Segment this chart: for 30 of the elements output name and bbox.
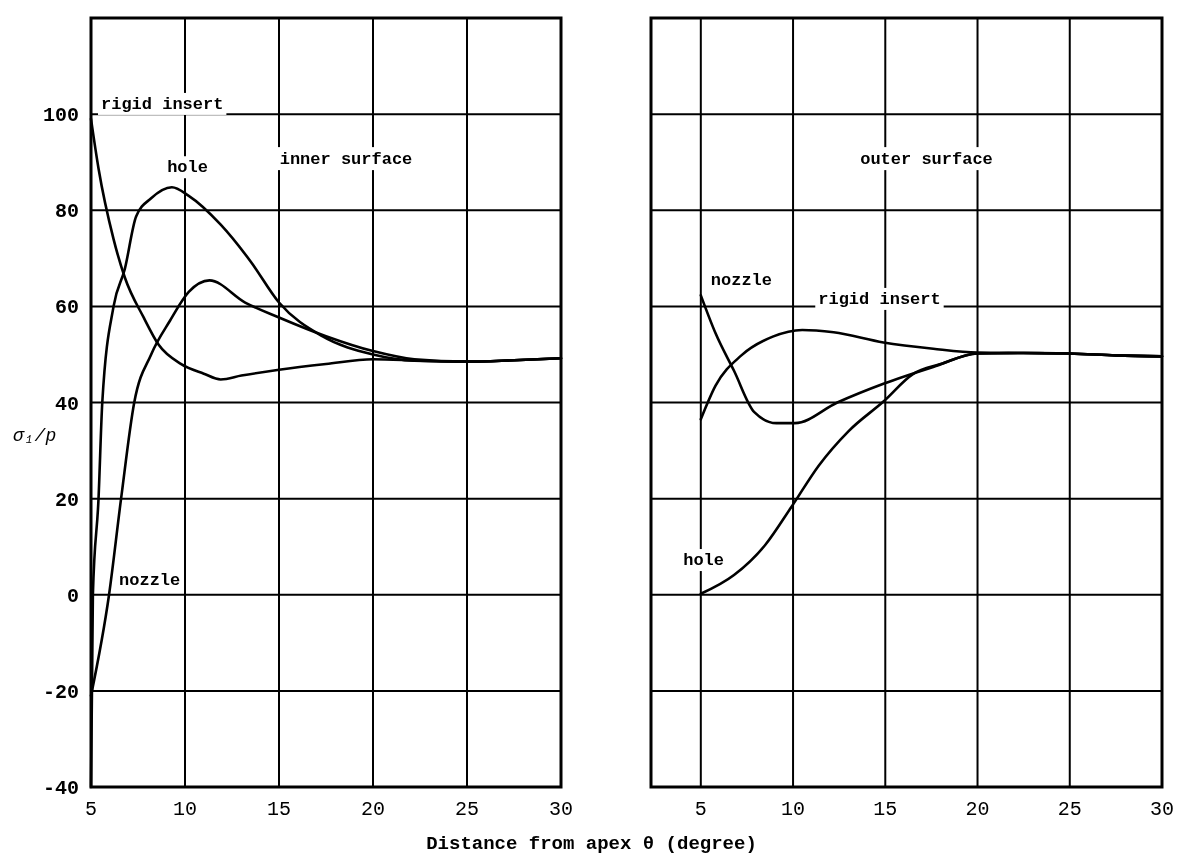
x-tick-label: 15 — [873, 798, 898, 821]
y-axis-title: σ₁/p — [13, 425, 57, 446]
y-tick-label: 100 — [42, 104, 79, 128]
y-tick-label: 60 — [54, 296, 79, 320]
y-tick-label: -20 — [42, 680, 79, 704]
y-tick-label: 0 — [66, 584, 79, 608]
series-label: hole — [683, 551, 725, 571]
x-axis-title: Distance from apex θ (degree) — [426, 833, 757, 855]
x-tick-label: 10 — [781, 798, 806, 821]
x-tick-label: 20 — [965, 798, 990, 821]
x-tick-label: 30 — [1149, 798, 1175, 821]
y-tick-label: -40 — [42, 777, 79, 800]
x-tick-label: 5 — [84, 798, 98, 821]
series-label: hole — [167, 158, 208, 178]
series-label: rigid insert — [818, 289, 941, 309]
x-tick-label: 5 — [694, 798, 707, 821]
x-tick-label: 30 — [548, 798, 574, 821]
x-tick-label: 10 — [172, 798, 198, 821]
annotation: inner surface — [279, 150, 413, 170]
series-label: nozzle — [710, 271, 773, 291]
x-tick-label: 15 — [266, 798, 292, 821]
annotation: outer surface — [860, 150, 993, 170]
y-tick-label: 40 — [54, 392, 79, 416]
x-tick-label: 25 — [1057, 798, 1082, 821]
y-tick-label: 20 — [54, 488, 79, 512]
x-tick-label: 25 — [454, 798, 480, 821]
series-label: rigid insert — [101, 94, 224, 114]
y-tick-label: 80 — [54, 200, 79, 224]
x-tick-label: 20 — [360, 798, 386, 821]
series-label: nozzle — [119, 570, 181, 590]
